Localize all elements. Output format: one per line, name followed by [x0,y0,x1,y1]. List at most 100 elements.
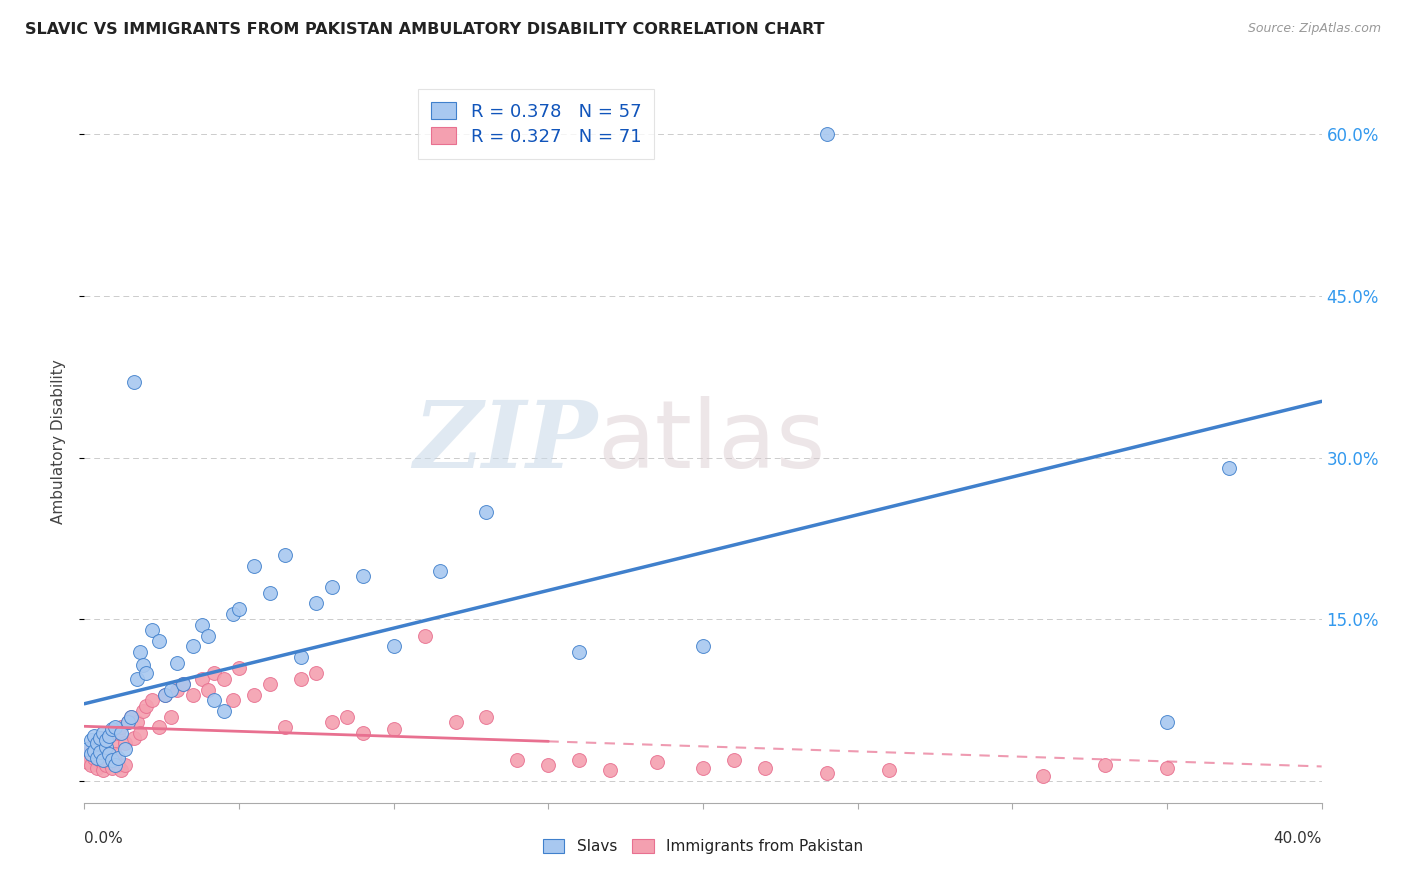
Point [475,709,498,723]
Point [166,656,188,670]
Point [166,682,188,697]
Point [352,725,374,739]
Point [114,758,136,772]
Point [110,720,132,734]
Point [89,731,111,745]
Point [132,657,155,672]
Point [132,704,155,718]
Point [91,753,114,767]
Text: Source: ZipAtlas.com: Source: ZipAtlas.com [1247,22,1381,36]
Point [877,764,900,778]
Point [382,723,405,737]
Point [104,747,127,762]
Point [290,650,312,665]
Point [89,731,111,745]
Point [98,729,121,743]
Point [104,758,127,772]
Point [91,764,114,778]
Y-axis label: Ambulatory Disability: Ambulatory Disability [51,359,66,524]
Point [79,733,101,747]
Point [191,618,214,632]
Point [228,601,250,615]
Point [79,758,101,772]
Point [1156,714,1178,729]
Point [413,629,436,643]
Point [305,666,328,681]
Point [117,714,139,729]
Point [1218,461,1240,475]
Point [83,729,105,743]
Point [120,709,142,723]
Point [76,747,98,762]
Point [815,765,838,780]
Point [110,725,132,739]
Point [336,709,359,723]
Point [506,753,529,767]
Point [91,739,114,754]
Point [274,548,297,562]
Point [599,764,621,778]
Point [114,742,136,756]
Point [107,750,129,764]
Point [181,688,204,702]
Point [692,761,714,775]
Point [79,742,101,756]
Point [153,688,176,702]
Point [104,720,127,734]
Point [160,682,183,697]
Point [86,750,108,764]
Point [202,666,225,681]
Point [86,737,108,751]
Text: 40.0%: 40.0% [1274,830,1322,846]
Point [305,596,328,610]
Point [76,755,98,769]
Point [172,677,194,691]
Text: atlas: atlas [598,395,827,488]
Point [89,745,111,759]
Text: SLAVIC VS IMMIGRANTS FROM PAKISTAN AMBULATORY DISABILITY CORRELATION CHART: SLAVIC VS IMMIGRANTS FROM PAKISTAN AMBUL… [25,22,825,37]
Point [1032,769,1054,783]
Point [197,682,219,697]
Point [120,709,142,723]
Point [101,723,124,737]
Point [153,688,176,702]
Point [141,624,163,638]
Point [321,580,343,594]
Point [148,634,170,648]
Point [79,747,101,762]
Point [645,755,668,769]
Point [117,714,139,729]
Point [125,672,148,686]
Point [259,677,281,691]
Point [107,725,129,739]
Point [114,737,136,751]
Point [568,753,591,767]
Point [444,714,467,729]
Point [274,720,297,734]
Point [98,755,121,769]
Point [160,709,183,723]
Point [222,607,245,621]
Point [1094,758,1116,772]
Point [94,758,117,772]
Point [181,640,204,654]
Point [135,666,157,681]
Point [122,731,145,745]
Point [98,747,121,762]
Point [83,750,105,764]
Point [243,558,266,573]
Point [107,758,129,772]
Point [243,688,266,702]
Point [148,720,170,734]
Point [122,376,145,390]
Point [382,640,405,654]
Point [202,693,225,707]
Point [86,744,108,758]
Text: 0.0%: 0.0% [84,830,124,846]
Point [141,693,163,707]
Point [129,645,152,659]
Point [83,737,105,751]
Point [129,725,152,739]
Point [290,672,312,686]
Point [692,640,714,654]
